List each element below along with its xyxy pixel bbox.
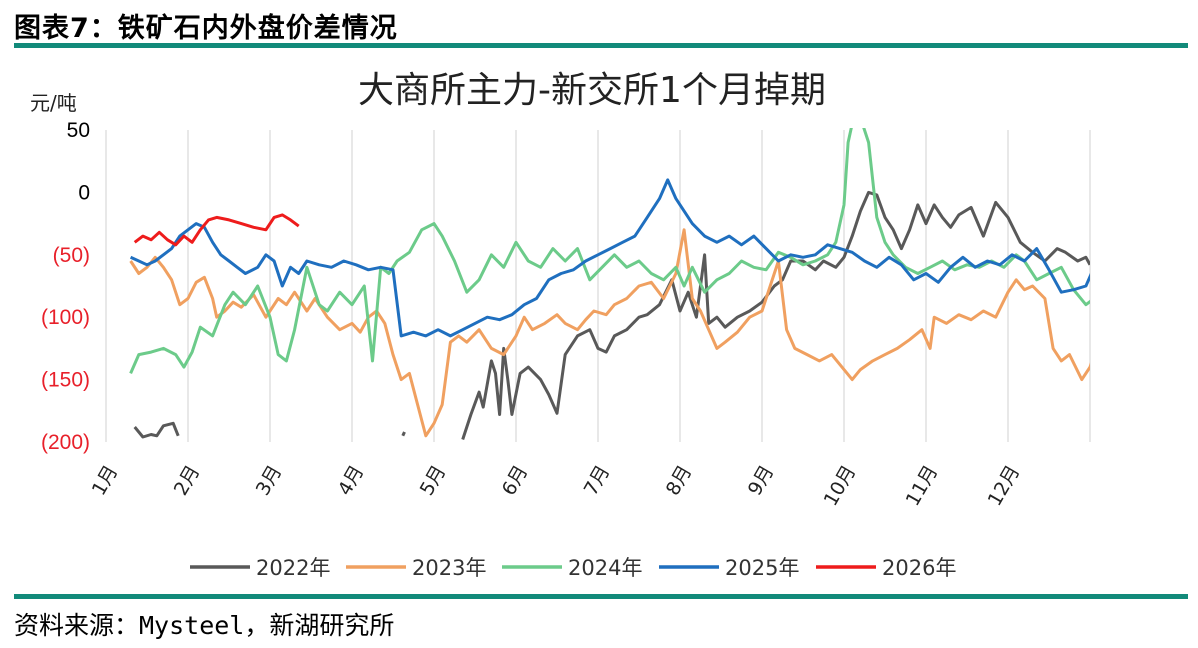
y-tick-label: (100) xyxy=(41,306,90,329)
y-tick-label: 0 xyxy=(78,181,90,204)
chart-title: 大商所主力-新交所1个月掉期 xyxy=(358,70,826,111)
x-tick-label: 7月 xyxy=(580,462,615,500)
series-line xyxy=(133,213,300,247)
y-tick-label: 50 xyxy=(67,119,90,142)
plot-area xyxy=(129,128,1090,440)
y-tick-label: (50) xyxy=(53,244,90,267)
legend-label: 2026年 xyxy=(882,556,956,580)
x-tick-label: 1月 xyxy=(88,462,123,500)
series-line xyxy=(129,228,1090,438)
source-note: 资料来源：Mysteel，新湖研究所 xyxy=(14,611,395,640)
y-tick-label: (200) xyxy=(41,431,90,454)
y-axis-label: 元/吨 xyxy=(30,91,77,115)
series-line xyxy=(129,178,1090,338)
figure-title: 图表7：铁矿石内外盘价差情况 xyxy=(14,13,398,44)
x-tick-label: 3月 xyxy=(252,462,287,500)
legend-label: 2024年 xyxy=(568,556,642,580)
x-axis: 1月 2月 3月 4月 5月 6月 7月 8月 9月 10月 11月 12月 xyxy=(88,462,1025,510)
series-line xyxy=(401,431,406,437)
top-rule xyxy=(14,43,1188,48)
legend-label: 2023年 xyxy=(412,556,486,580)
x-tick-label: 6月 xyxy=(498,462,533,500)
x-tick-label: 10月 xyxy=(820,462,861,510)
bottom-rule xyxy=(14,594,1188,599)
series-line xyxy=(133,421,180,439)
y-axis: 50 0 (50) (100) (150) (200) xyxy=(41,119,90,454)
legend-label: 2022年 xyxy=(256,556,330,580)
x-tick-label: 8月 xyxy=(662,462,697,500)
series-line xyxy=(129,128,1090,374)
grid-lines xyxy=(105,130,1091,442)
x-tick-label: 4月 xyxy=(334,462,369,500)
series-line xyxy=(461,190,1090,440)
x-tick-label: 11月 xyxy=(902,462,943,510)
legend-label: 2025年 xyxy=(725,556,799,580)
y-tick-label: (150) xyxy=(41,369,90,392)
x-tick-label: 2月 xyxy=(170,462,205,500)
legend: 2022年 2023年 2024年 2025年 2026年 xyxy=(190,556,956,580)
x-tick-label: 5月 xyxy=(416,462,451,500)
x-tick-label: 12月 xyxy=(984,462,1025,510)
x-tick-label: 9月 xyxy=(744,462,779,500)
